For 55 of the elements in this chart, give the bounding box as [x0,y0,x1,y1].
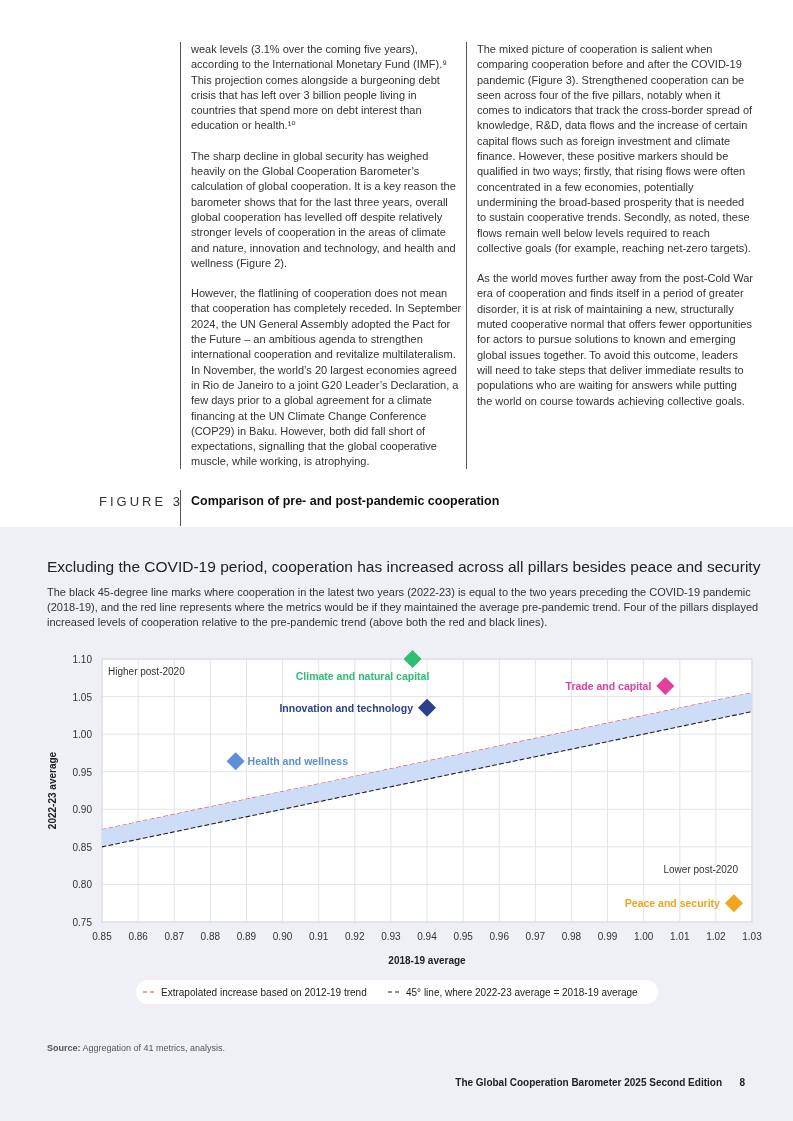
y-tick-label: 1.10 [72,654,93,665]
chart-subtitle: The black 45-degree line marks where cooperation in the latest two years (2022-23) is equal to the two years preceding the COVID-19 pandemic (2018-19), and the red line represents where the metrics would be if they maintained the average pre-pandemic trend. Four of the pillars displayed increased levels of cooperation relative to the pre-pandemic trend (above both the red and black lines). [47,586,759,628]
text: Comparison of pre- and post-pandemic cooperation [191,494,500,508]
x-tick-label: 0.95 [453,931,474,942]
series-label: Health and wellness [247,755,349,768]
chart-title: Excluding the COVID-19 period, cooperation has increased across all pillars besides peace and security [47,558,761,575]
source-note: Source: Aggregation of 41 metrics, analysis. [47,1043,226,1053]
text: As the world moves further away from the post-Cold War era of cooperation and finds itself in a period of greater disorder, it is at risk of maintaining a new, structurally muted cooperative normal that offers fewer opportunities for actors to pursue solutions to known and emerging global issues together. To avoid this outcome, leaders will need to take steps that deliver immediate results to populations who are waiting for answers while putting the world on course towards achieving collective goals. [477,272,753,407]
x-axis-title: 2018-19 average [388,955,467,966]
x-tick-label: 0.89 [236,931,257,942]
text: The sharp decline in global security has weighed heavily on the Global Cooperation Barometer’s calculation of global cooperation. It is a key reason the barometer shows that for the last three years, overall global cooperation has levelled off despite relatively stronger levels of cooperation in the areas of climate and nature, innovation and technology, and health and wellness (Figure 2). [191,148,457,271]
y-axis-title: 2022-23 average [47,751,58,830]
point [418,698,436,717]
x-tick-label: 1.03 [742,931,763,942]
x-tick-label: 0.97 [525,931,546,942]
x-tick-label: 1.01 [670,931,690,942]
x-tick-label: 0.98 [561,931,582,942]
series-label: Climate and natural capital [295,670,430,682]
x-tick-label: 1.00 [633,931,654,942]
annotation: Lower post-2020 [663,864,739,875]
x-tick-label: 0.99 [597,931,618,942]
series-label: Innovation and technology [279,701,414,714]
y-tick-label: 1.00 [72,729,93,741]
y-tick-label: 0.80 [72,879,93,891]
text: The Global Cooperation Barometer 2025 Second Edition [455,1077,722,1088]
y-tick-label: 0.90 [72,804,93,816]
y-tick-label: 1.05 [72,691,93,703]
point [403,650,422,668]
x-tick-label: 0.87 [164,931,185,942]
point [656,677,675,696]
text: However, the flatlining of cooperation does not mean that cooperation has completely receded. In September 2024, the UN General Assembly adopted the Pact for the Future – an ambitious agenda to strengthen international cooperation and revitalize multilateralism. In November, the world’s 20 largest economies agreed in Rio de Janeiro to a joint G20 Leader’s Declaration, a few days prior to a global agreement for a climate financing at the UN Climate Change Conference (COP29) in Baku. However, both did fall short of expectations, signalling that the global cooperative muscle, while working, is atrophying. [191,287,462,468]
text: 8 [739,1077,746,1088]
x-tick-label: 0.96 [489,931,510,942]
series-label: Trade and capital [565,680,652,693]
text: weak levels (3.1% over the coming five years), according to the International Monetary Fund (IMF).⁹ This projection comes alongside a burgeoning debt crisis that has left over 3 billion people living in countries that spend more on debt interest than education or health.¹⁰ [191,42,448,134]
x-tick-label: 0.91 [308,931,329,942]
x-tick-label: 0.88 [200,931,221,942]
point [724,894,743,913]
x-tick-label: 0.90 [272,931,293,942]
caption: FIGURE 3 [99,494,183,509]
text: The mixed picture of cooperation is salient when comparing cooperation before and after the COVID-19 pandemic (Figure 3). Strengthened cooperation can be seen across four of the five pillars, notably when it comes to indicators that track the cross-border spread of knowledge, R&D, data flows and the increase of certain capital flows such as foreign investment and climate finance. However, these positive markers should be qualified in two ways; firstly, that rising flows were often concentrated in a few economies, potentially undermining the broad-based prosperity that is needed to sustain cooperative trends. Secondly, as noted, these flows remain well below levels required to reach collective goals (for example, reaching net-zero targets). [477,43,753,254]
x-tick-label: 0.85 [92,931,113,942]
y-tick-label: 0.75 [72,917,93,928]
x-tick-label: 0.93 [381,931,402,942]
x-tick-label: 0.94 [417,931,438,942]
annotation: Higher post-2020 [108,666,186,677]
legend-label: Extrapolated increase based on 2012-19 trend [161,987,367,998]
series-label: Peace and security [624,897,721,910]
y-tick-label: 0.85 [72,841,93,853]
x-tick-label: 1.02 [706,931,727,942]
x-tick-label: 0.92 [345,931,365,942]
y-tick-label: 0.95 [72,766,93,778]
legend-label: 45° line, where 2022-23 average = 2018-19 average [406,987,639,998]
point [226,752,245,771]
x-tick-label: 0.86 [128,931,149,942]
